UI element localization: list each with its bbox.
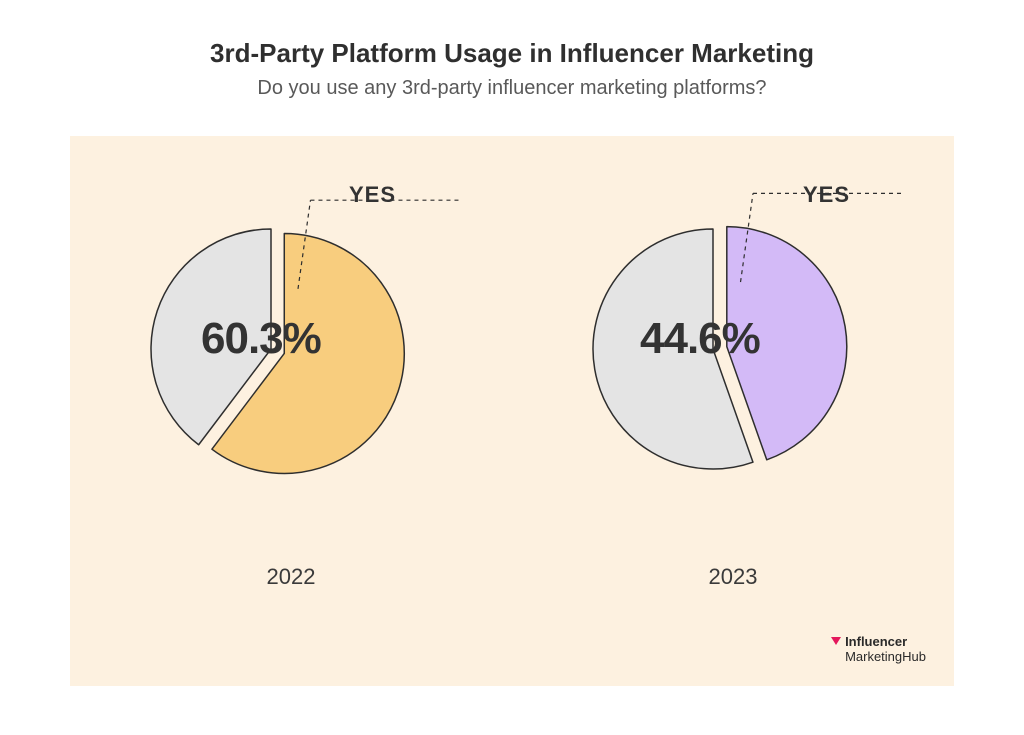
pie-2022-svg: [71, 174, 511, 554]
attribution-mark-icon: [829, 634, 843, 651]
year-label-2023: 2023: [513, 564, 953, 590]
chart-panel: YES 60.3% 2022 YES 44.6% 2023 Influencer…: [70, 136, 954, 686]
yes-label-2022: YES: [349, 182, 396, 208]
attribution: Influencer MarketingHub: [829, 634, 926, 664]
pie-2023-svg: [513, 174, 953, 554]
year-label-2022: 2022: [71, 564, 511, 590]
page-title: 3rd-Party Platform Usage in Influencer M…: [0, 0, 1024, 69]
page-subtitle: Do you use any 3rd-party influencer mark…: [0, 77, 1024, 100]
chart-2023: YES 44.6% 2023: [513, 174, 953, 559]
charts-row: YES 60.3% 2022 YES 44.6% 2023: [70, 174, 954, 594]
attribution-line2: MarketingHub: [845, 649, 926, 664]
attribution-line1: Influencer: [845, 633, 907, 648]
percent-label-2023: 44.6%: [640, 314, 760, 364]
chart-2022: YES 60.3% 2022: [71, 174, 511, 559]
percent-label-2022: 60.3%: [201, 314, 321, 364]
page-root: 3rd-Party Platform Usage in Influencer M…: [0, 0, 1024, 735]
yes-label-2023: YES: [803, 182, 850, 208]
